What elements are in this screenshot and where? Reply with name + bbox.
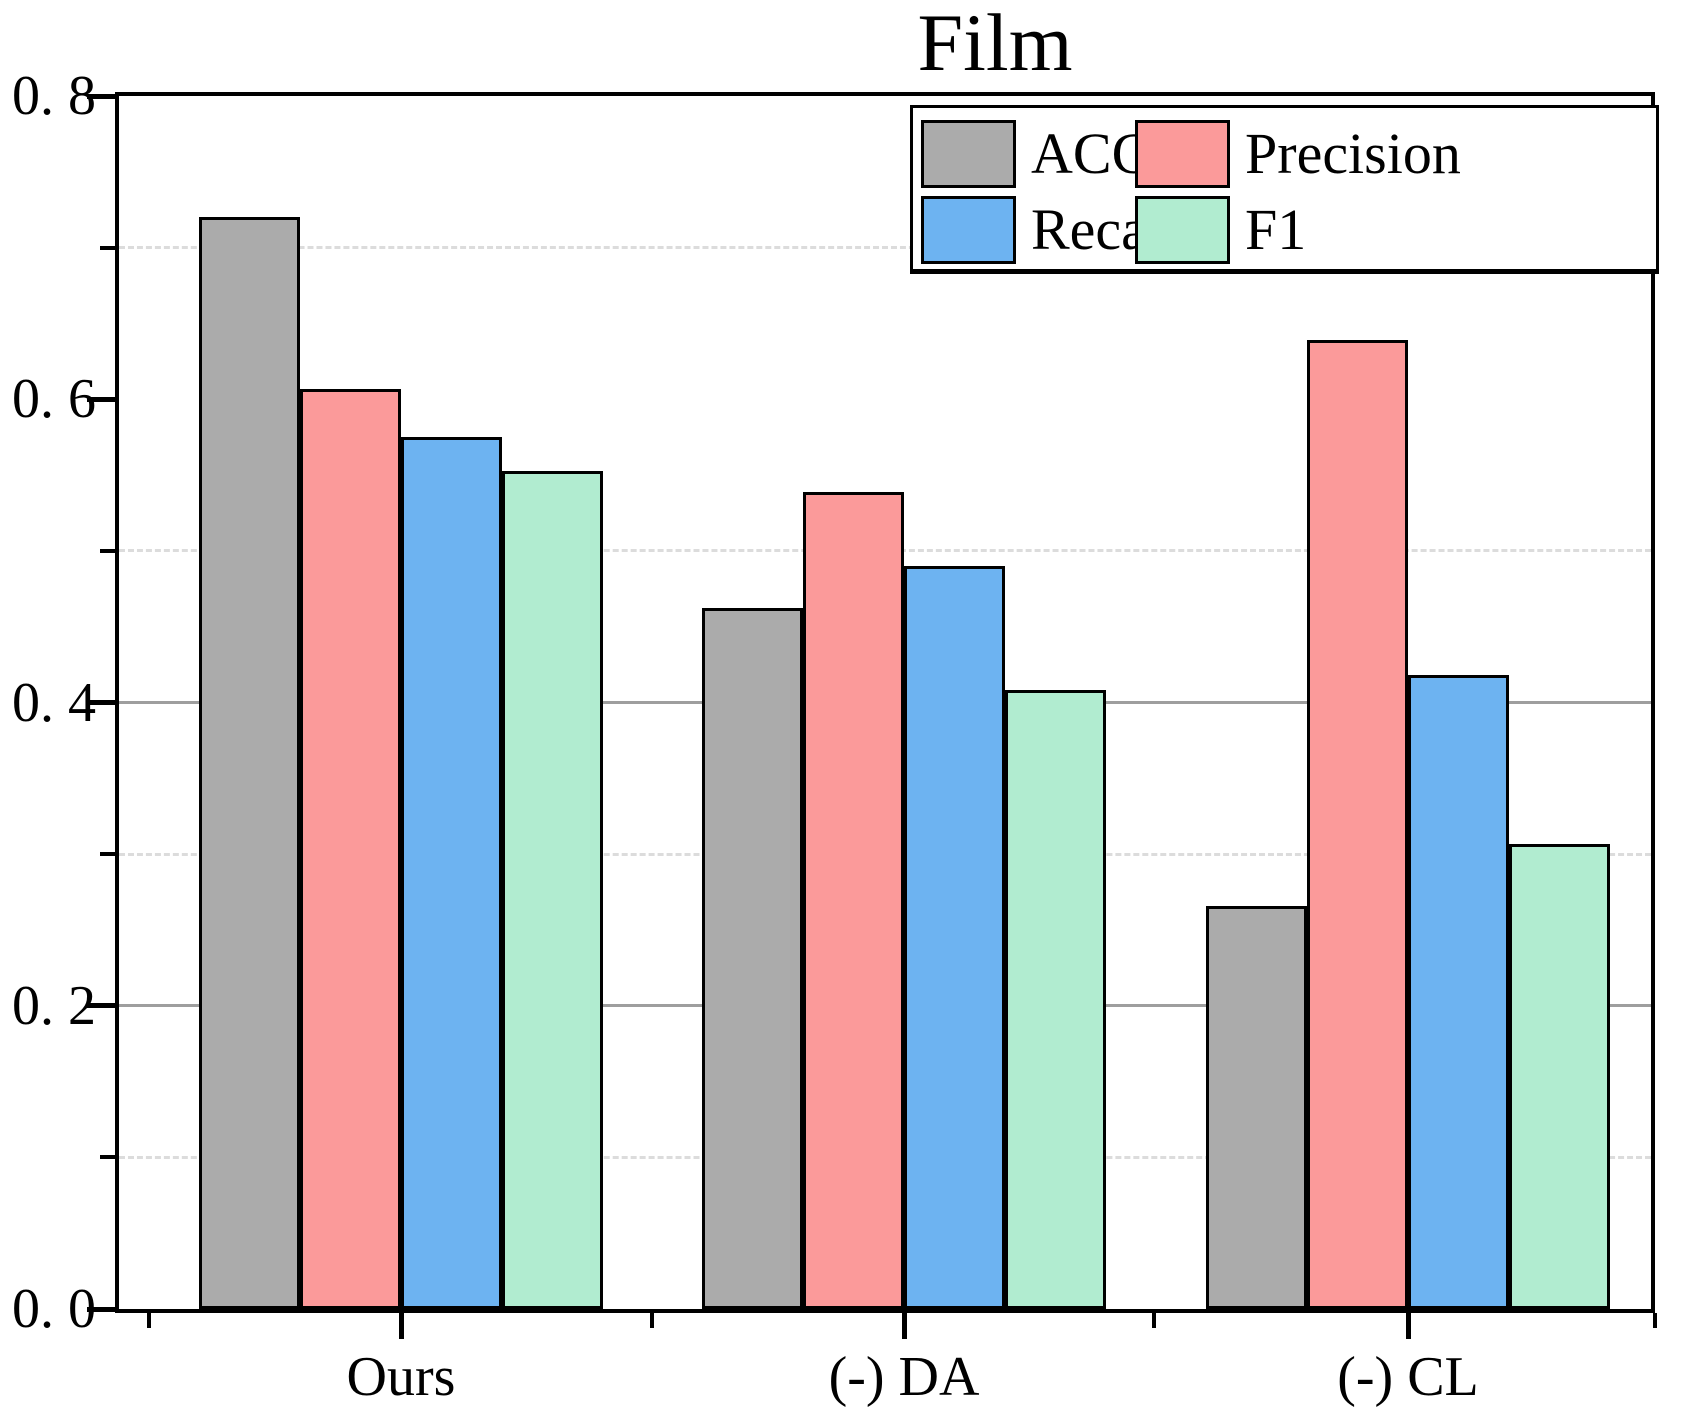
y-axis-tick-label-0.6: 0. 6 — [12, 368, 96, 431]
bar-acc-cl — [1206, 905, 1307, 1309]
y-axis-minor-tick-0.3 — [100, 852, 115, 857]
x-axis-minor-tick-1 — [147, 1313, 151, 1328]
x-axis-category-label-3: (-) CL — [1337, 1346, 1479, 1408]
legend-swatch-acc — [921, 120, 1016, 188]
x-axis-major-tick-3 — [1405, 1313, 1411, 1339]
y-axis-minor-tick-0.5 — [100, 548, 115, 553]
y-axis-major-tick-0 — [87, 1306, 115, 1312]
bar-recall-cl — [1408, 675, 1509, 1309]
y-axis-major-tick-0.4 — [87, 700, 115, 705]
y-axis-tick-label-0.4: 0. 4 — [12, 671, 96, 734]
legend: ACC Precision Recall F1 — [910, 105, 1659, 274]
x-axis-major-tick-1 — [398, 1313, 404, 1339]
legend-label-acc: ACC — [1031, 121, 1151, 186]
plot-area — [115, 92, 1655, 1313]
x-axis-minor-tick-4 — [1653, 1313, 1657, 1328]
x-axis-category-label-1: Ours — [346, 1346, 456, 1408]
gridline-dashed-0.7 — [119, 246, 1651, 250]
bar-acc-da — [702, 608, 803, 1309]
bar-acc-ours — [199, 217, 300, 1309]
x-axis-major-tick-2 — [901, 1313, 907, 1339]
legend-swatch-recall — [921, 196, 1016, 264]
y-axis-tick-label-0.8: 0. 8 — [12, 65, 96, 127]
y-axis-tick-label-0: 0. 0 — [12, 1278, 96, 1340]
bar-recall-ours — [401, 437, 502, 1309]
chart-title: Film — [917, 0, 1073, 88]
bar-precision-ours — [300, 388, 401, 1309]
bar-f1-cl — [1509, 843, 1610, 1309]
y-axis-tick-label-0.2: 0. 2 — [12, 974, 96, 1037]
y-axis-major-tick-0.6 — [87, 396, 115, 402]
legend-swatch-f1 — [1135, 196, 1230, 264]
y-axis-major-tick-0.8 — [87, 93, 115, 99]
bar-f1-ours — [502, 470, 603, 1309]
legend-swatch-precision — [1135, 120, 1230, 188]
legend-label-f1: F1 — [1245, 197, 1307, 262]
y-axis-major-tick-0.2 — [87, 1003, 115, 1009]
legend-label-precision: Precision — [1245, 121, 1461, 186]
bar-precision-da — [803, 491, 904, 1309]
y-axis-minor-tick-0.7 — [100, 245, 115, 250]
x-axis-category-label-2: (-) DA — [828, 1346, 980, 1408]
x-axis-minor-tick-2 — [650, 1313, 654, 1328]
bar-recall-da — [904, 566, 1005, 1309]
bar-precision-cl — [1307, 340, 1408, 1309]
x-axis-minor-tick-3 — [1152, 1313, 1156, 1328]
y-axis-minor-tick-0.1 — [100, 1155, 115, 1160]
bar-f1-da — [1005, 690, 1106, 1309]
